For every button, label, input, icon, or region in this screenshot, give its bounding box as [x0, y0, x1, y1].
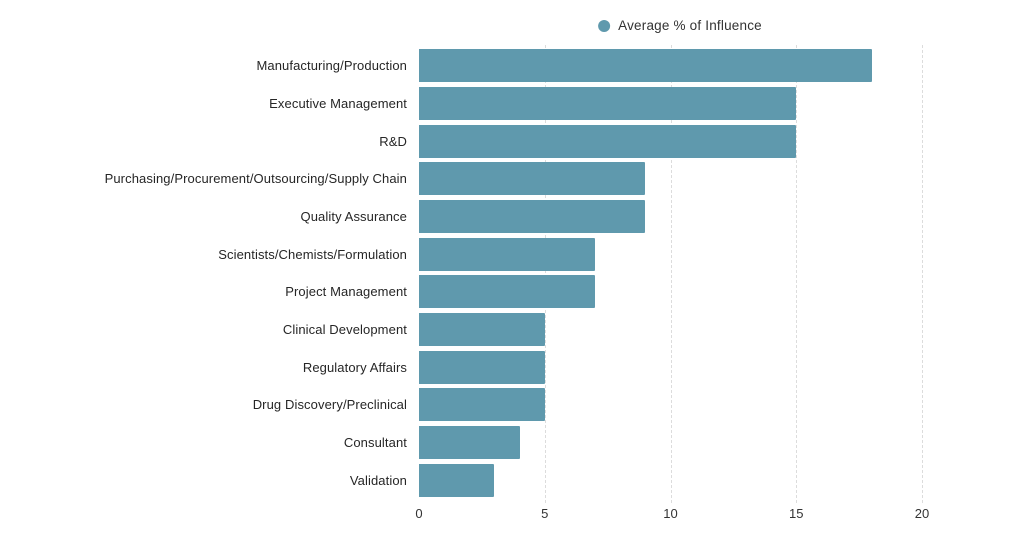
category-label: Clinical Development	[282, 321, 407, 337]
category-label: Scientists/Chemists/Formulation	[218, 246, 407, 262]
bar-row: Manufacturing/Production	[0, 47, 922, 85]
bar[interactable]	[419, 237, 596, 271]
x-tick-label: 5	[541, 506, 549, 521]
bar[interactable]	[419, 350, 545, 384]
bar[interactable]	[419, 49, 872, 83]
gridline	[922, 45, 923, 503]
bar[interactable]	[419, 463, 495, 497]
category-label: Project Management	[285, 284, 407, 300]
bar-row: Scientists/Chemists/Formulation	[0, 235, 922, 273]
bar-track	[419, 312, 922, 346]
legend-label: Average % of Influence	[618, 18, 762, 33]
bar-track	[419, 199, 922, 233]
bar-rows: Manufacturing/Production Executive Manage…	[0, 47, 922, 499]
bar[interactable]	[419, 199, 646, 233]
legend-marker-icon	[598, 19, 611, 32]
category-label: Drug Discovery/Preclinical	[252, 397, 407, 413]
bar-row: Validation	[0, 461, 922, 499]
bar-row: Consultant	[0, 424, 922, 462]
category-label: Quality Assurance	[300, 208, 407, 224]
category-label: R&D	[379, 133, 407, 149]
category-label: Validation	[349, 472, 407, 488]
bar-track	[419, 463, 922, 497]
x-tick-label: 20	[914, 506, 930, 521]
bar-row: Purchasing/Procurement/Outsourcing/Suppl…	[0, 160, 922, 198]
bar[interactable]	[419, 425, 520, 459]
bar-row: Drug Discovery/Preclinical	[0, 386, 922, 424]
bar-row: Executive Management	[0, 85, 922, 123]
bar[interactable]	[419, 124, 797, 158]
bar-track	[419, 388, 922, 422]
x-tick-label: 10	[663, 506, 678, 521]
category-label: Manufacturing/Production	[256, 58, 407, 74]
bar-row: Clinical Development	[0, 311, 922, 349]
bar[interactable]	[419, 275, 596, 309]
bar-row: Regulatory Affairs	[0, 348, 922, 386]
category-label: Regulatory Affairs	[302, 359, 407, 375]
x-tick-label: 15	[789, 506, 804, 521]
bar-track	[419, 425, 922, 459]
bar[interactable]	[419, 388, 545, 422]
bar[interactable]	[419, 312, 545, 346]
bar[interactable]	[419, 86, 797, 120]
legend[interactable]: Average % of Influence	[598, 18, 762, 33]
bar-row: Project Management	[0, 273, 922, 311]
bar-track	[419, 86, 922, 120]
bar-row: R&D	[0, 122, 922, 160]
category-label: Purchasing/Procurement/Outsourcing/Suppl…	[104, 171, 407, 187]
bar-row: Quality Assurance	[0, 198, 922, 236]
bar-track	[419, 124, 922, 158]
category-label: Executive Management	[269, 95, 407, 111]
category-label: Consultant	[343, 434, 407, 450]
x-axis: 0 5 10 15 20	[415, 506, 929, 524]
bar-track	[419, 275, 922, 309]
bar-track	[419, 350, 922, 384]
x-tick-label: 0	[415, 506, 423, 521]
bar[interactable]	[419, 162, 646, 196]
bar-track	[419, 49, 922, 83]
bar-track	[419, 237, 922, 271]
bar-track	[419, 162, 922, 196]
